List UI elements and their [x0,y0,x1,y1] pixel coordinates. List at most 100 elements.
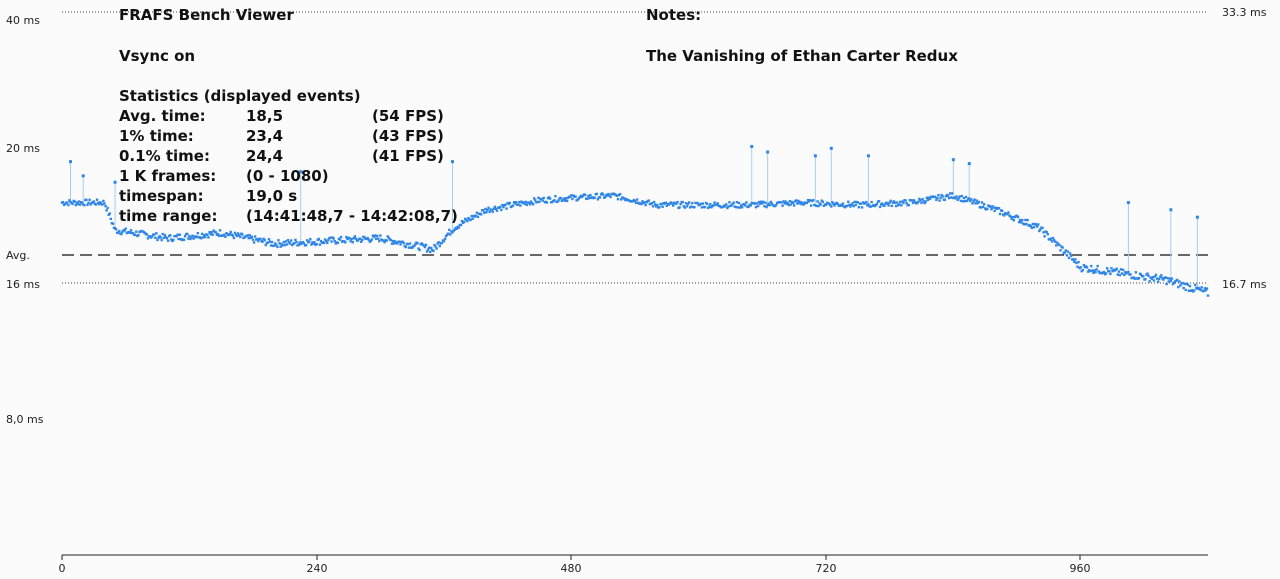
frame-point [281,244,284,247]
frame-point [199,237,203,240]
frame-point [532,197,536,200]
frame-point [808,199,812,202]
frame-point [653,203,657,206]
frame-point [743,202,746,206]
frame-point [408,242,412,245]
frame-point [375,234,379,238]
frame-point [305,239,309,242]
frame-point [435,247,438,250]
frame-point [417,247,420,250]
frame-point [200,232,204,236]
frame-point [309,237,312,241]
frame-point [652,200,656,204]
frame-point [275,243,278,247]
frame-point [609,195,612,199]
frame-point [406,243,410,246]
frame-point [209,232,212,236]
frame-point [146,237,150,240]
frame-point [801,201,804,205]
frame-point [469,218,472,222]
frame-point [990,208,993,211]
frame-point [345,235,348,239]
spike-layer [68,144,1199,290]
frame-point [87,201,90,205]
frame-point [840,204,844,207]
frame-point [1155,277,1159,280]
frame-point [1152,279,1156,282]
frame-point [248,234,252,237]
frame-point [476,215,480,219]
frame-point [204,235,207,239]
frame-point [482,209,485,212]
frame-point [916,201,919,205]
frame-point [192,237,195,240]
frame-point [1179,284,1182,287]
frame-point [700,206,704,209]
frame-point [99,201,102,204]
frame-point [443,237,447,240]
frame-point [352,236,356,240]
frame-point [948,192,952,195]
frame-point [1142,275,1145,278]
frame-point [460,219,464,223]
frame-point [886,202,889,205]
frame-point [67,203,70,207]
frame-point [1042,231,1045,234]
frame-point [502,205,505,209]
frame-point [1102,270,1106,274]
frame-point [852,204,855,208]
frame-point [287,241,291,244]
frame-point [819,203,822,206]
frame-point [211,233,214,236]
frame-point [1050,240,1054,243]
frame-point [802,203,805,206]
frame-point [102,199,105,203]
y-tick-right-33ms: 33.3 ms [1222,6,1267,19]
frame-point [737,201,741,205]
frame-point [78,203,82,206]
frame-point [912,199,916,202]
frame-point [120,232,123,236]
frame-point [745,201,748,204]
frame-point [536,200,539,204]
frame-point [444,234,448,238]
frame-point [280,242,283,246]
frame-point [294,238,297,242]
frame-point [969,199,972,203]
frame-point [348,237,351,240]
frame-point [270,240,274,244]
frame-point [83,204,86,207]
frame-point [850,203,853,206]
frame-point [684,202,688,205]
frame-point [377,237,380,240]
frame-point [768,203,771,207]
frame-point [975,199,978,202]
frame-point [285,243,289,246]
frame-point [1122,273,1126,277]
frame-point [681,200,684,204]
frame-point [253,235,257,238]
frame-point [786,201,789,205]
frame-point [893,201,897,204]
frame-point [902,201,905,205]
frame-point [495,209,499,212]
y-tick-avg: Avg. [6,249,30,262]
frame-point [1067,256,1071,260]
frame-point [796,202,799,205]
stat-label-frames: 1 K frames: [119,167,216,185]
frame-point [956,198,959,201]
y-tick-20ms: 20 ms [6,142,40,155]
frame-point [423,245,427,249]
frame-point [875,202,879,206]
frame-point [716,202,719,205]
frame-point [484,207,487,211]
frame-point [620,198,623,201]
frame-point [1127,270,1130,274]
frame-point [1105,267,1109,270]
stat-label-timespan: timespan: [119,187,204,205]
frame-point [80,201,84,204]
frame-point [135,230,138,233]
frame-point [854,203,857,207]
frame-point [832,202,835,206]
frame-point [1037,223,1040,226]
